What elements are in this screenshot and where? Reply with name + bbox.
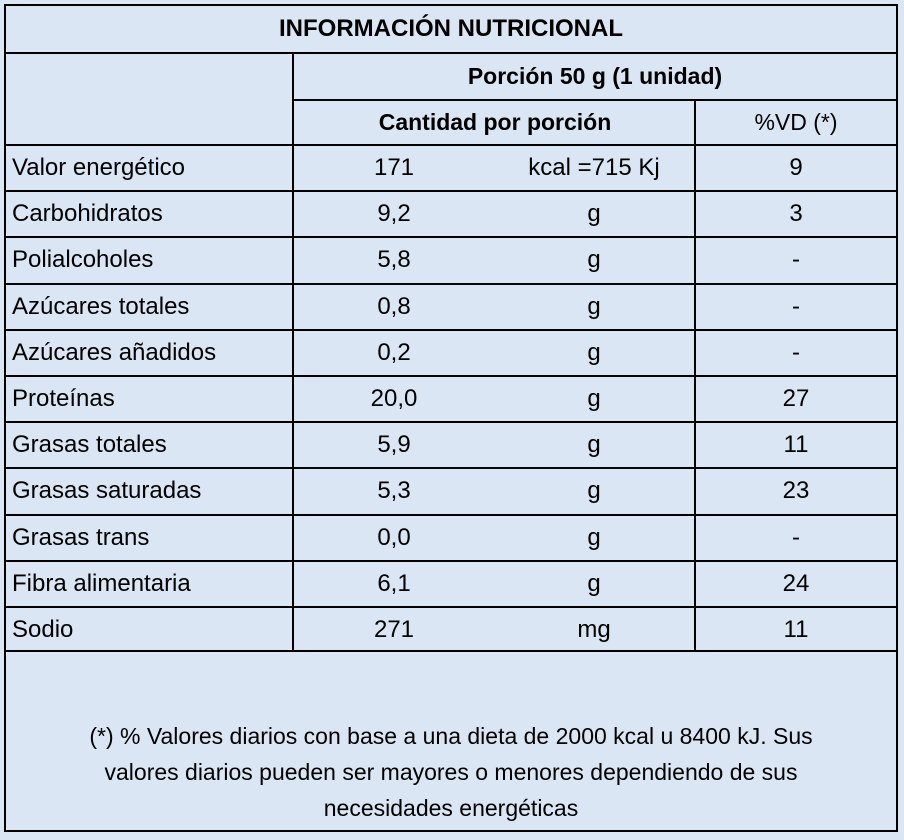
nutrient-vd: 23 [782, 477, 810, 505]
table-row: Carbohidratos 9,2 g 3 [6, 192, 896, 236]
nutrition-label: INFORMACIÓN NUTRICIONAL Porción 50 g (1 … [4, 4, 898, 832]
nutrient-name: Proteínas [12, 385, 115, 413]
divider [6, 52, 896, 54]
table-row: Valor energético 171 kcal =715 Kj 9 [6, 146, 896, 190]
nutrient-amount: 0,2 [377, 338, 411, 366]
divider [6, 559, 896, 562]
divider [6, 328, 896, 331]
divider [6, 513, 896, 516]
nutrient-amount: 171 [373, 154, 415, 182]
divider [6, 190, 896, 193]
table-row: Proteínas 20,0 g 27 [6, 377, 896, 421]
nutrient-name: Azúcares totales [12, 292, 190, 320]
nutrient-amount: 271 [373, 616, 415, 644]
nutrient-unit: mg [577, 616, 611, 644]
nutrient-vd: 27 [782, 385, 810, 413]
divider [6, 282, 896, 285]
nutrient-vd: 3 [789, 200, 803, 228]
nutrient-vd: - [792, 246, 800, 274]
nutrient-vd: 9 [789, 154, 803, 182]
table-row: Azúcares añadidos 0,2 g - [6, 331, 896, 375]
nutrient-vd: - [792, 523, 800, 551]
footnote: (*) % Valores diarios con base a una die… [26, 718, 876, 826]
divider [6, 650, 896, 652]
divider [6, 421, 896, 424]
footnote-line: (*) % Valores diarios con base a una die… [89, 723, 813, 749]
nutrient-unit: g [587, 385, 601, 413]
nutrient-amount: 0,8 [377, 292, 411, 320]
nutrient-unit: g [587, 523, 601, 551]
table-row: Polialcoholes 5,8 g - [6, 238, 896, 282]
nutrient-name: Polialcoholes [12, 246, 154, 274]
nutrient-unit: g [587, 477, 601, 505]
nutrient-amount: 5,8 [377, 246, 411, 274]
nutrient-unit: g [587, 338, 601, 366]
divider [6, 606, 896, 608]
nutrient-amount: 6,1 [377, 569, 411, 597]
table-row: Grasas totales 5,9 g 11 [6, 423, 896, 467]
table-row: Azúcares totales 0,8 g - [6, 285, 896, 329]
divider [294, 99, 896, 101]
nutrient-unit: g [587, 246, 601, 274]
header-quantity: Cantidad por porción [378, 109, 612, 135]
nutrient-vd: - [792, 338, 800, 366]
nutrient-name: Sodio [12, 616, 74, 644]
nutrient-name: Carbohidratos [12, 200, 163, 228]
nutrient-unit: g [587, 431, 601, 459]
nutrient-unit: kcal =715 Kj [528, 154, 660, 182]
portion-text: Porción 50 g (1 unidad) [467, 63, 723, 89]
nutrient-vd: 11 [783, 431, 809, 459]
col-divider [292, 52, 294, 652]
nutrient-unit: g [587, 200, 601, 228]
nutrient-unit: g [587, 569, 601, 597]
nutrient-amount: 5,3 [377, 477, 411, 505]
nutrient-name: Azúcares añadidos [12, 338, 217, 366]
nutrient-amount: 9,2 [377, 200, 411, 228]
nutrient-name: Valor energético [12, 154, 185, 182]
nutrient-vd: 24 [782, 569, 810, 597]
footnote-line: valores diarios pueden ser mayores o men… [104, 759, 798, 785]
table-row: Sodio 271 mg 11 [6, 608, 896, 652]
table-row: Fibra alimentaria 6,1 g 24 [6, 562, 896, 606]
portion-row: Porción 50 g (1 unidad) [6, 54, 896, 99]
label-title: INFORMACIÓN NUTRICIONAL [279, 15, 623, 42]
table-row: Grasas trans 0,0 g - [6, 516, 896, 560]
header-row: Cantidad por porción %VD (*) [6, 101, 896, 144]
nutrient-vd: - [792, 292, 800, 320]
nutrient-amount: 20,0 [370, 385, 418, 413]
nutrient-name: Grasas totales [12, 431, 167, 459]
divider [6, 375, 896, 377]
nutrient-vd: 11 [783, 616, 809, 644]
divider [6, 467, 896, 470]
nutrient-name: Fibra alimentaria [12, 569, 191, 597]
nutrient-amount: 5,9 [377, 431, 411, 459]
nutrient-name: Grasas saturadas [12, 477, 202, 505]
nutrient-name: Grasas trans [12, 523, 150, 551]
divider [6, 236, 896, 239]
divider [6, 144, 896, 146]
nutrient-amount: 0,0 [377, 523, 411, 551]
footnote-line: necesidades energéticas [323, 795, 579, 821]
header-vd: %VD (*) [754, 109, 838, 135]
table-row: Grasas saturadas 5,3 g 23 [6, 469, 896, 513]
title-row: INFORMACIÓN NUTRICIONAL [6, 6, 896, 52]
nutrient-unit: g [587, 292, 601, 320]
